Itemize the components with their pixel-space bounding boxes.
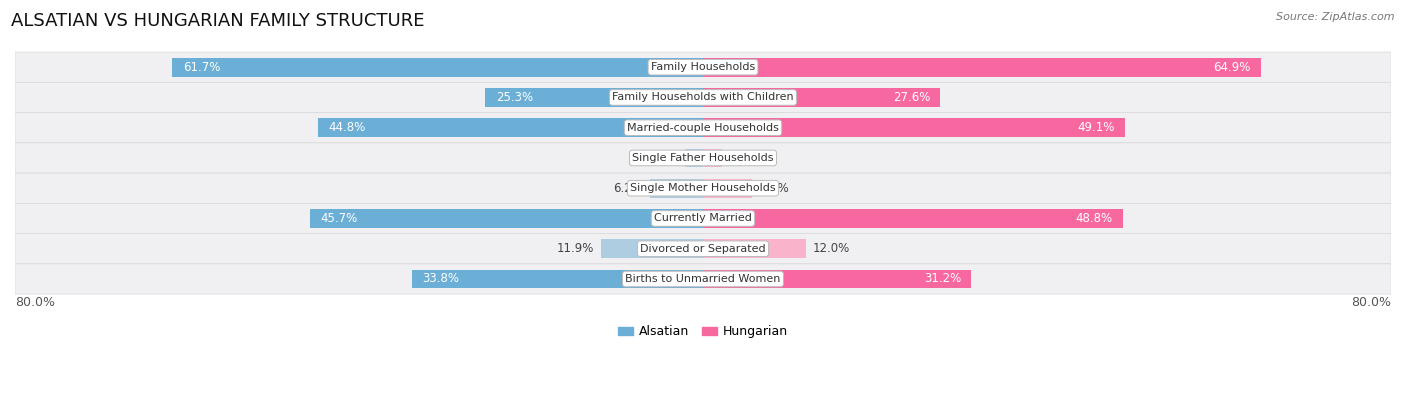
FancyBboxPatch shape	[15, 82, 1391, 113]
Text: Source: ZipAtlas.com: Source: ZipAtlas.com	[1277, 12, 1395, 22]
FancyBboxPatch shape	[15, 173, 1391, 203]
Bar	[703, 88, 941, 107]
Text: 44.8%: 44.8%	[328, 121, 366, 134]
Text: 64.9%: 64.9%	[1213, 61, 1251, 74]
Text: 2.1%: 2.1%	[648, 151, 678, 164]
Text: Family Households with Children: Family Households with Children	[612, 92, 794, 102]
FancyBboxPatch shape	[15, 203, 1391, 233]
Bar	[703, 209, 1122, 228]
Text: 27.6%: 27.6%	[893, 91, 929, 104]
Text: Currently Married: Currently Married	[654, 213, 752, 224]
Bar	[309, 209, 703, 228]
Bar	[703, 239, 806, 258]
FancyBboxPatch shape	[15, 143, 1391, 173]
Bar	[318, 118, 703, 137]
Bar	[600, 239, 703, 258]
FancyBboxPatch shape	[15, 52, 1391, 82]
FancyBboxPatch shape	[15, 264, 1391, 294]
Text: 11.9%: 11.9%	[557, 242, 593, 255]
Text: Family Households: Family Households	[651, 62, 755, 72]
Text: 80.0%: 80.0%	[1351, 295, 1391, 308]
Bar	[703, 270, 972, 288]
FancyBboxPatch shape	[15, 113, 1391, 143]
Bar	[703, 179, 752, 198]
FancyBboxPatch shape	[15, 233, 1391, 264]
Text: 31.2%: 31.2%	[924, 273, 960, 286]
Bar	[485, 88, 703, 107]
Bar	[703, 149, 721, 167]
Text: 5.7%: 5.7%	[759, 182, 789, 195]
Text: ALSATIAN VS HUNGARIAN FAMILY STRUCTURE: ALSATIAN VS HUNGARIAN FAMILY STRUCTURE	[11, 12, 425, 30]
Text: 33.8%: 33.8%	[423, 273, 460, 286]
Text: 80.0%: 80.0%	[15, 295, 55, 308]
Bar	[412, 270, 703, 288]
Text: 61.7%: 61.7%	[183, 61, 221, 74]
Legend: Alsatian, Hungarian: Alsatian, Hungarian	[613, 320, 793, 343]
Text: 6.2%: 6.2%	[613, 182, 643, 195]
Text: Married-couple Households: Married-couple Households	[627, 123, 779, 133]
Bar	[703, 118, 1125, 137]
Text: 2.2%: 2.2%	[728, 151, 759, 164]
Bar	[703, 58, 1261, 77]
Bar	[650, 179, 703, 198]
Text: Single Mother Households: Single Mother Households	[630, 183, 776, 193]
Text: 45.7%: 45.7%	[321, 212, 357, 225]
Bar	[685, 149, 703, 167]
Text: 25.3%: 25.3%	[496, 91, 533, 104]
Text: 12.0%: 12.0%	[813, 242, 851, 255]
Bar	[173, 58, 703, 77]
Text: 48.8%: 48.8%	[1076, 212, 1112, 225]
Text: Single Father Households: Single Father Households	[633, 153, 773, 163]
Text: 49.1%: 49.1%	[1077, 121, 1115, 134]
Text: Births to Unmarried Women: Births to Unmarried Women	[626, 274, 780, 284]
Text: Divorced or Separated: Divorced or Separated	[640, 244, 766, 254]
